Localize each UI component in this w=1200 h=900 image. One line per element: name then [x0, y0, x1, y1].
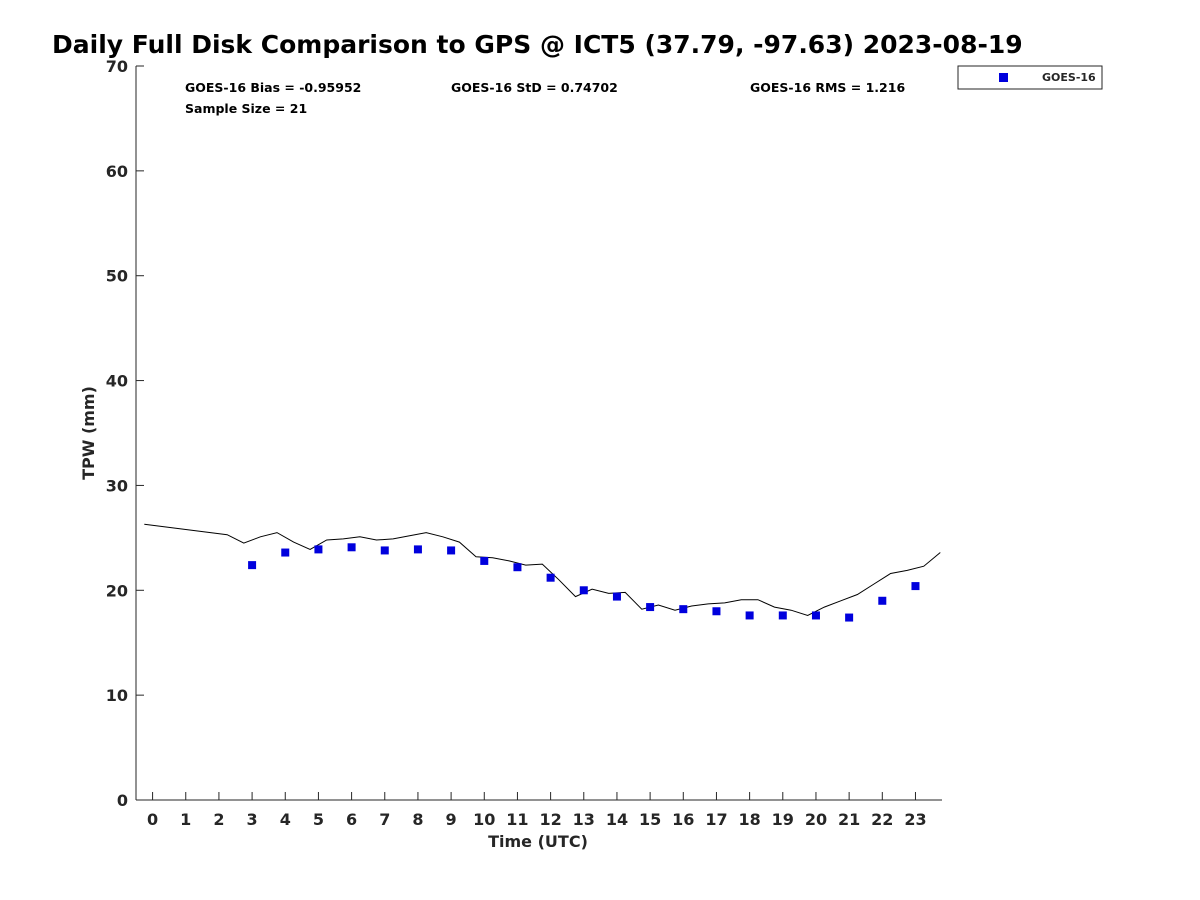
x-tick-label: 2 [213, 810, 224, 829]
legend-box [957, 65, 1103, 90]
x-tick-label: 18 [738, 810, 760, 829]
data-point [878, 596, 887, 605]
legend: GOES-16 [957, 65, 1103, 90]
data-point [579, 586, 588, 595]
x-tick-label: 1 [180, 810, 191, 829]
data-point [513, 563, 522, 572]
data-point [679, 605, 688, 614]
x-tick-label: 17 [705, 810, 727, 829]
data-point [612, 592, 621, 601]
data-point [281, 548, 290, 557]
y-tick-label: 40 [106, 372, 128, 391]
x-tick-label: 15 [639, 810, 661, 829]
x-tick-label: 8 [412, 810, 423, 829]
legend-entry-goes16: GOES-16 [1042, 71, 1096, 84]
x-tick-label: 0 [147, 810, 158, 829]
data-point [480, 556, 489, 565]
x-tick-label: 19 [772, 810, 794, 829]
x-tick-label: 10 [473, 810, 495, 829]
x-tick-label: 20 [805, 810, 827, 829]
x-tick-label: 16 [672, 810, 694, 829]
stat-label: GOES-16 StD = 0.74702 [451, 80, 618, 95]
x-tick-label: 23 [904, 810, 926, 829]
goes16-marker-series [248, 543, 920, 622]
x-tick-label: 6 [346, 810, 357, 829]
stat-label: Sample Size = 21 [185, 101, 307, 116]
data-point [745, 611, 754, 620]
stats-annotations: GOES-16 Bias = -0.95952 GOES-16 StD = 0.7… [185, 80, 905, 116]
y-axis-label: TPW (mm) [79, 386, 98, 480]
data-point [712, 607, 721, 616]
x-tick-label: 12 [539, 810, 561, 829]
x-axis-label: Time (UTC) [488, 832, 588, 851]
x-tick-label: 5 [313, 810, 324, 829]
data-point [413, 545, 422, 554]
y-tick-label: 20 [106, 581, 128, 600]
x-tick-label: 9 [446, 810, 457, 829]
y-tick-label: 10 [106, 686, 128, 705]
x-tick-label: 4 [280, 810, 291, 829]
chart-title: Daily Full Disk Comparison to GPS @ ICT5… [52, 30, 1023, 59]
data-point [845, 613, 854, 622]
x-tick-label: 21 [838, 810, 860, 829]
x-tick-label: 11 [506, 810, 528, 829]
stat-label: GOES-16 Bias = -0.95952 [185, 80, 361, 95]
data-point [447, 546, 456, 555]
legend-marker [999, 73, 1008, 82]
y-tick-label: 30 [106, 476, 128, 495]
data-point [546, 573, 555, 582]
x-tick-label: 22 [871, 810, 893, 829]
stat-label: GOES-16 RMS = 1.216 [750, 80, 905, 95]
y-tick-label: 70 [106, 57, 128, 76]
data-point [248, 561, 257, 570]
data-point [646, 603, 655, 612]
data-point [314, 545, 323, 554]
series-line [144, 523, 941, 617]
y-tick-label: 0 [117, 791, 128, 810]
data-point [811, 611, 820, 620]
x-tick-label: 14 [606, 810, 628, 829]
data-point [778, 611, 787, 620]
x-tick-label: 3 [247, 810, 258, 829]
y-tick-label: 50 [106, 267, 128, 286]
data-point [380, 546, 389, 555]
x-tick-label: 13 [573, 810, 595, 829]
y-tick-label: 60 [106, 162, 128, 181]
gps-line-series [144, 523, 941, 617]
data-point [911, 582, 920, 591]
x-tick-label: 7 [379, 810, 390, 829]
data-point [347, 543, 356, 552]
